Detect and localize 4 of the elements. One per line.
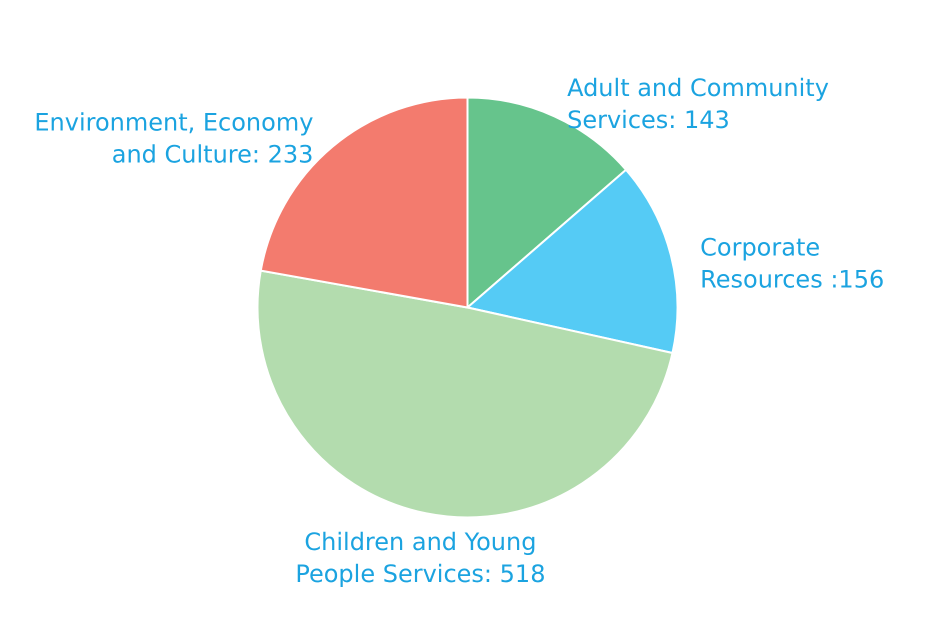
slice-label: Environment, Economy and Culture: 233: [34, 108, 314, 168]
slice-label: Children and Young People Services: 518: [295, 528, 546, 588]
slice-label: Adult and Community Services: 143: [567, 74, 829, 134]
slice-label: Corporate Resources :156: [700, 234, 884, 294]
